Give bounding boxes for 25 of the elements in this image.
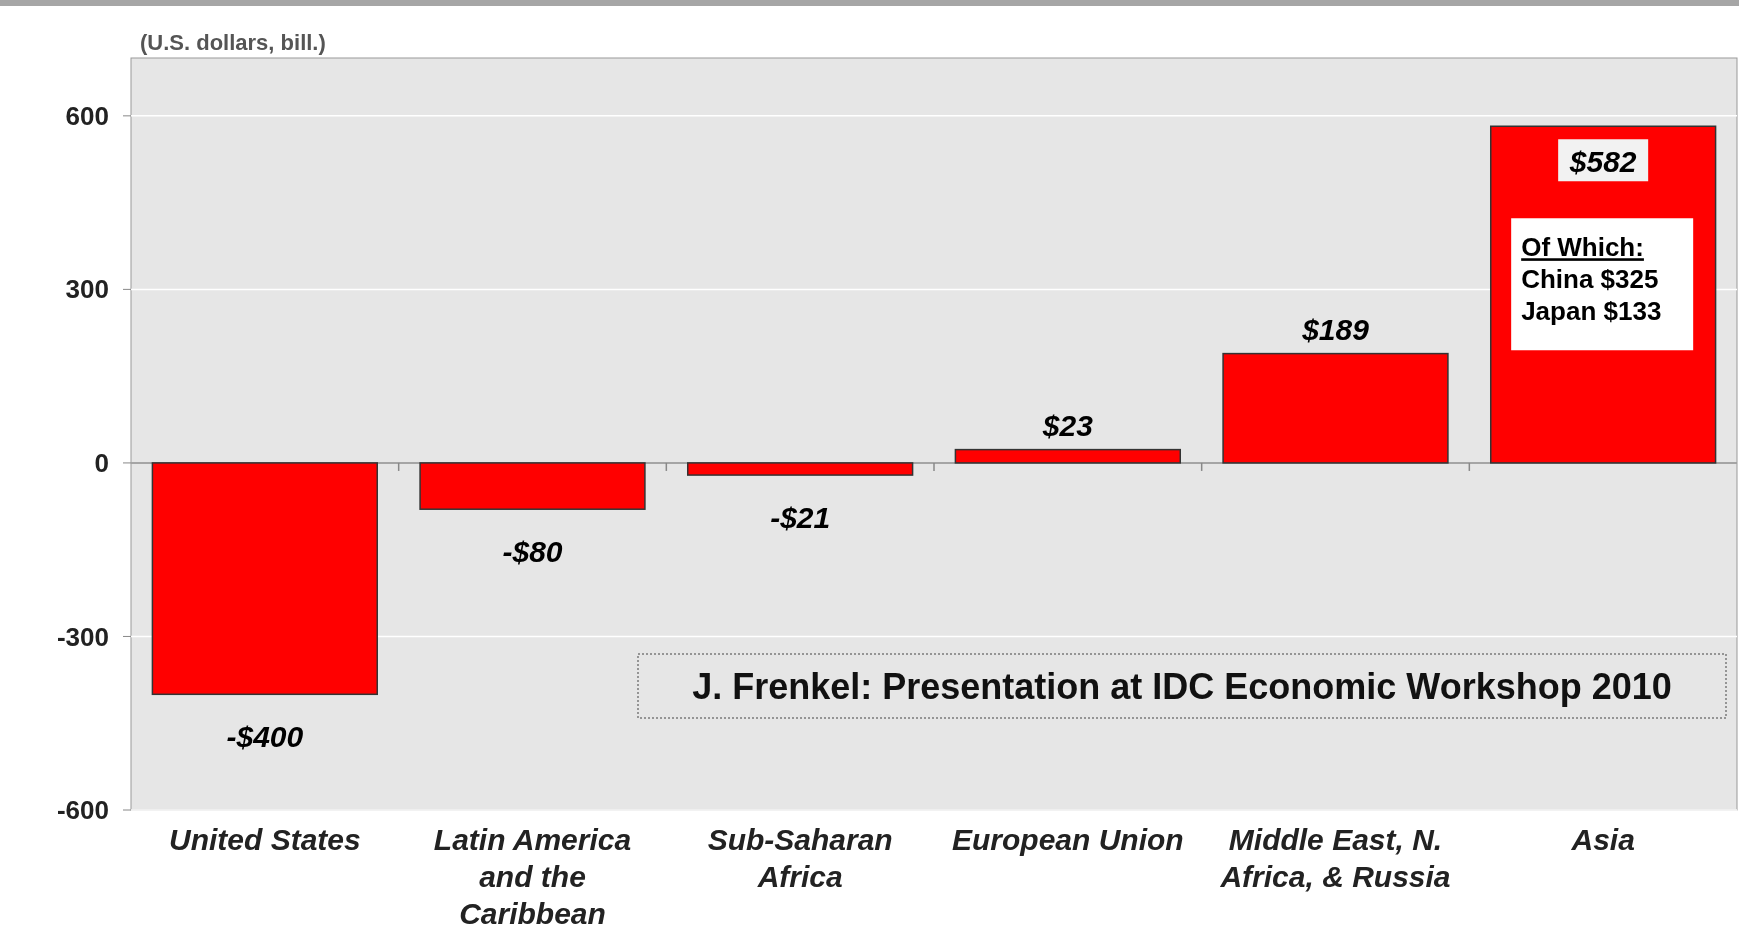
annotation: J. Frenkel: Presentation at IDC Economic Workshop 2010 — [692, 665, 1672, 707]
x-tick-label: United States — [168, 823, 361, 856]
bar — [1222, 352, 1449, 464]
x-tick-label: European Union — [952, 823, 1184, 856]
data-label: $23 — [1041, 409, 1094, 443]
y-tick-label: 300 — [65, 274, 109, 305]
data-label: -$400 — [226, 719, 304, 753]
data-label: $582 — [1568, 144, 1637, 178]
bar — [419, 462, 646, 510]
y-axis-title: (U.S. dollars, bill.) — [140, 30, 326, 55]
y-tick-label: -600 — [56, 795, 109, 826]
annotation: Of Which: China $325 Japan $133 — [1521, 232, 1662, 327]
bar — [687, 462, 914, 476]
x-tick-label: Latin America and the Caribbean — [433, 823, 632, 930]
bar — [151, 462, 378, 696]
bar — [954, 448, 1181, 464]
y-tick-label: 600 — [65, 100, 109, 131]
data-label: $189 — [1301, 313, 1370, 347]
data-label: -$80 — [502, 534, 563, 568]
x-tick-label: Sub-Saharan Africa — [707, 823, 893, 893]
y-tick-label: 0 — [94, 448, 109, 479]
y-tick-label: -300 — [56, 621, 109, 652]
x-tick-label: Asia — [1570, 823, 1635, 856]
data-label: -$21 — [770, 500, 831, 534]
x-tick-label: Middle East, N. Africa, & Russia — [1219, 823, 1451, 893]
